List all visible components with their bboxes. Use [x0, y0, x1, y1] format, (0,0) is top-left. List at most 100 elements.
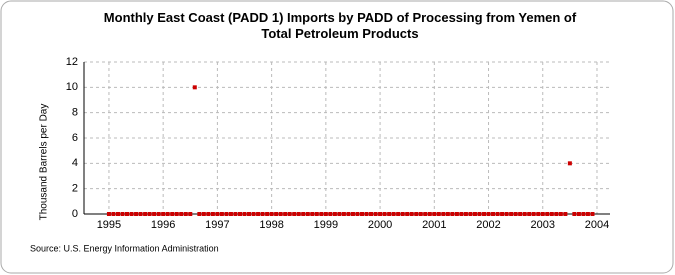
point: [545, 212, 550, 216]
point: [201, 212, 206, 216]
point: [301, 212, 306, 216]
point: [513, 212, 518, 216]
point: [360, 212, 365, 216]
point: [341, 212, 346, 216]
point: [296, 212, 301, 216]
point: [161, 212, 166, 216]
point: [355, 212, 360, 216]
x-tick-label: 1998: [259, 219, 283, 231]
point: [378, 212, 383, 216]
point: [156, 212, 161, 216]
point: [183, 212, 188, 216]
point: [518, 212, 523, 216]
point: [468, 212, 473, 216]
x-tick-label: 2001: [422, 219, 446, 231]
point: [400, 212, 405, 216]
point: [423, 212, 428, 216]
point: [567, 161, 572, 166]
point: [436, 212, 441, 216]
point: [292, 212, 297, 216]
point: [323, 212, 328, 216]
point: [138, 212, 143, 216]
point: [346, 212, 351, 216]
point: [147, 212, 152, 216]
point: [486, 212, 491, 216]
point: [454, 212, 459, 216]
point: [328, 212, 333, 216]
point: [215, 212, 220, 216]
point: [310, 212, 315, 216]
point: [152, 212, 157, 216]
x-tick-label: 2003: [531, 219, 555, 231]
point: [382, 212, 387, 216]
point: [174, 212, 179, 216]
point: [125, 212, 130, 216]
point: [260, 212, 265, 216]
point: [563, 212, 568, 216]
y-tick-label: 2: [72, 183, 78, 195]
point: [120, 212, 125, 216]
point: [472, 212, 477, 216]
point: [364, 212, 369, 216]
point: [531, 212, 536, 216]
point: [210, 212, 215, 216]
point: [576, 212, 581, 216]
point: [265, 212, 270, 216]
point: [414, 212, 419, 216]
point: [491, 212, 496, 216]
y-tick-label: 0: [72, 208, 78, 220]
point: [504, 212, 509, 216]
point: [134, 212, 139, 216]
point: [305, 212, 310, 216]
point: [373, 212, 378, 216]
source-note: Source: U.S. Energy Information Administ…: [30, 243, 219, 253]
point: [242, 212, 247, 216]
point: [274, 212, 279, 216]
point: [247, 212, 252, 216]
point: [269, 212, 274, 216]
chart-title: Monthly East Coast (PADD 1) Imports by P…: [103, 10, 577, 41]
point: [179, 212, 184, 216]
point: [197, 212, 202, 216]
point: [116, 212, 121, 216]
point: [590, 212, 595, 216]
point: [287, 212, 292, 216]
point: [143, 212, 148, 216]
point: [477, 212, 482, 216]
x-tick-label: 2000: [368, 219, 392, 231]
point: [106, 212, 111, 216]
point: [418, 212, 423, 216]
point: [206, 212, 211, 216]
x-tick-label: 2004: [585, 219, 609, 231]
x-tick-label: 1999: [314, 219, 338, 231]
x-tick-label: 1997: [205, 219, 229, 231]
point: [500, 212, 505, 216]
x-tick-label: 1995: [97, 219, 121, 231]
y-tick-label: 6: [72, 132, 78, 144]
y-tick-label: 10: [66, 81, 78, 93]
point: [228, 212, 233, 216]
point: [319, 212, 324, 216]
point: [396, 212, 401, 216]
point: [549, 212, 554, 216]
point: [509, 212, 514, 216]
y-tick-label: 8: [72, 107, 78, 119]
point: [111, 212, 116, 216]
x-tick-label: 1996: [151, 219, 175, 231]
point: [283, 212, 288, 216]
x-tick-label: 2002: [476, 219, 500, 231]
point: [219, 212, 224, 216]
y-axis-label: Thousand Barrels per Day: [39, 104, 50, 221]
point: [192, 85, 197, 90]
point: [337, 212, 342, 216]
point: [188, 212, 193, 216]
point: [405, 212, 410, 216]
point: [554, 212, 559, 216]
point: [314, 212, 319, 216]
point: [432, 212, 437, 216]
point: [391, 212, 396, 216]
point: [233, 212, 238, 216]
point: [350, 212, 355, 216]
